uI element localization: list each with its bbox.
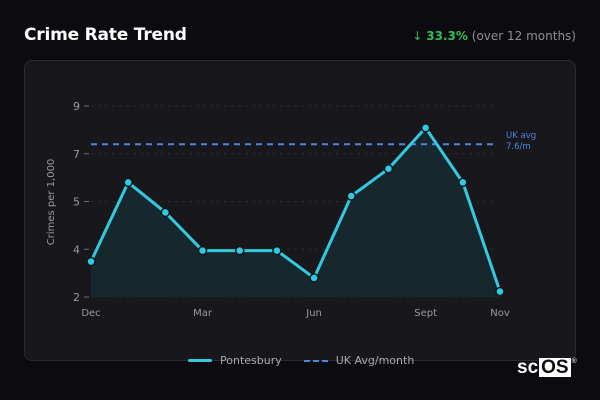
data-point[interactable] — [495, 286, 505, 297]
data-point[interactable] — [309, 273, 319, 283]
data-point[interactable] — [458, 177, 468, 188]
data-point[interactable] — [234, 245, 245, 256]
legend-item-uk-avg[interactable]: UK Avg/month — [303, 354, 415, 367]
series-line-pontesbury — [89, 126, 502, 292]
data-point[interactable] — [346, 191, 357, 201]
uk-average-label: UK avg — [506, 131, 536, 141]
y-axis-label: Crimes per 1,000 — [46, 159, 57, 246]
logo-text: sc — [517, 357, 539, 378]
data-point[interactable] — [160, 207, 171, 218]
x-tick-label: Nov — [490, 308, 510, 319]
solid-line-swatch-icon — [188, 359, 212, 362]
data-points — [86, 123, 505, 297]
x-tick-label: Sept — [414, 308, 437, 319]
chart-legend: Pontesbury UK Avg/month — [188, 354, 436, 367]
x-tick-label: Jun — [305, 308, 322, 319]
logo-text-boxed: OS — [539, 357, 571, 378]
legend-item-pontesbury[interactable]: Pontesbury — [188, 354, 282, 367]
data-point[interactable] — [420, 123, 431, 133]
uk-average-value: 7.6/m — [506, 142, 531, 152]
data-point[interactable] — [123, 177, 133, 188]
change-indicator: ↓ 33.3% (over 12 months) — [412, 29, 576, 43]
y-tick-label: 7 — [73, 148, 80, 161]
y-tick-label: 5 — [73, 196, 80, 209]
y-axis-ticks: 2 4 5 7 9 — [73, 100, 89, 304]
x-tick-label: Mar — [193, 308, 213, 319]
y-tick-label: 4 — [73, 243, 80, 256]
change-percent: 33.3% — [426, 29, 468, 43]
dashed-line-swatch-icon — [303, 359, 328, 362]
y-tick-label: 9 — [73, 100, 80, 113]
down-arrow-icon: ↓ — [412, 29, 423, 43]
data-point[interactable] — [383, 164, 394, 174]
x-tick-label: Dec — [81, 308, 100, 319]
legend-label: Pontesbury — [220, 354, 282, 367]
data-point[interactable] — [272, 245, 282, 256]
registered-mark: ® — [571, 358, 577, 365]
data-point[interactable] — [197, 245, 208, 256]
chart-title: Crime Rate Trend — [24, 25, 187, 45]
legend-label: UK Avg/month — [335, 354, 415, 367]
y-tick-label: 2 — [73, 291, 80, 304]
scos-logo: sc OS ® — [517, 358, 577, 377]
change-period: (over 12 months) — [471, 29, 576, 43]
area-fill — [91, 127, 500, 297]
data-point[interactable] — [86, 256, 96, 267]
x-axis-ticks: Dec Mar Jun Sept Nov — [81, 308, 510, 319]
